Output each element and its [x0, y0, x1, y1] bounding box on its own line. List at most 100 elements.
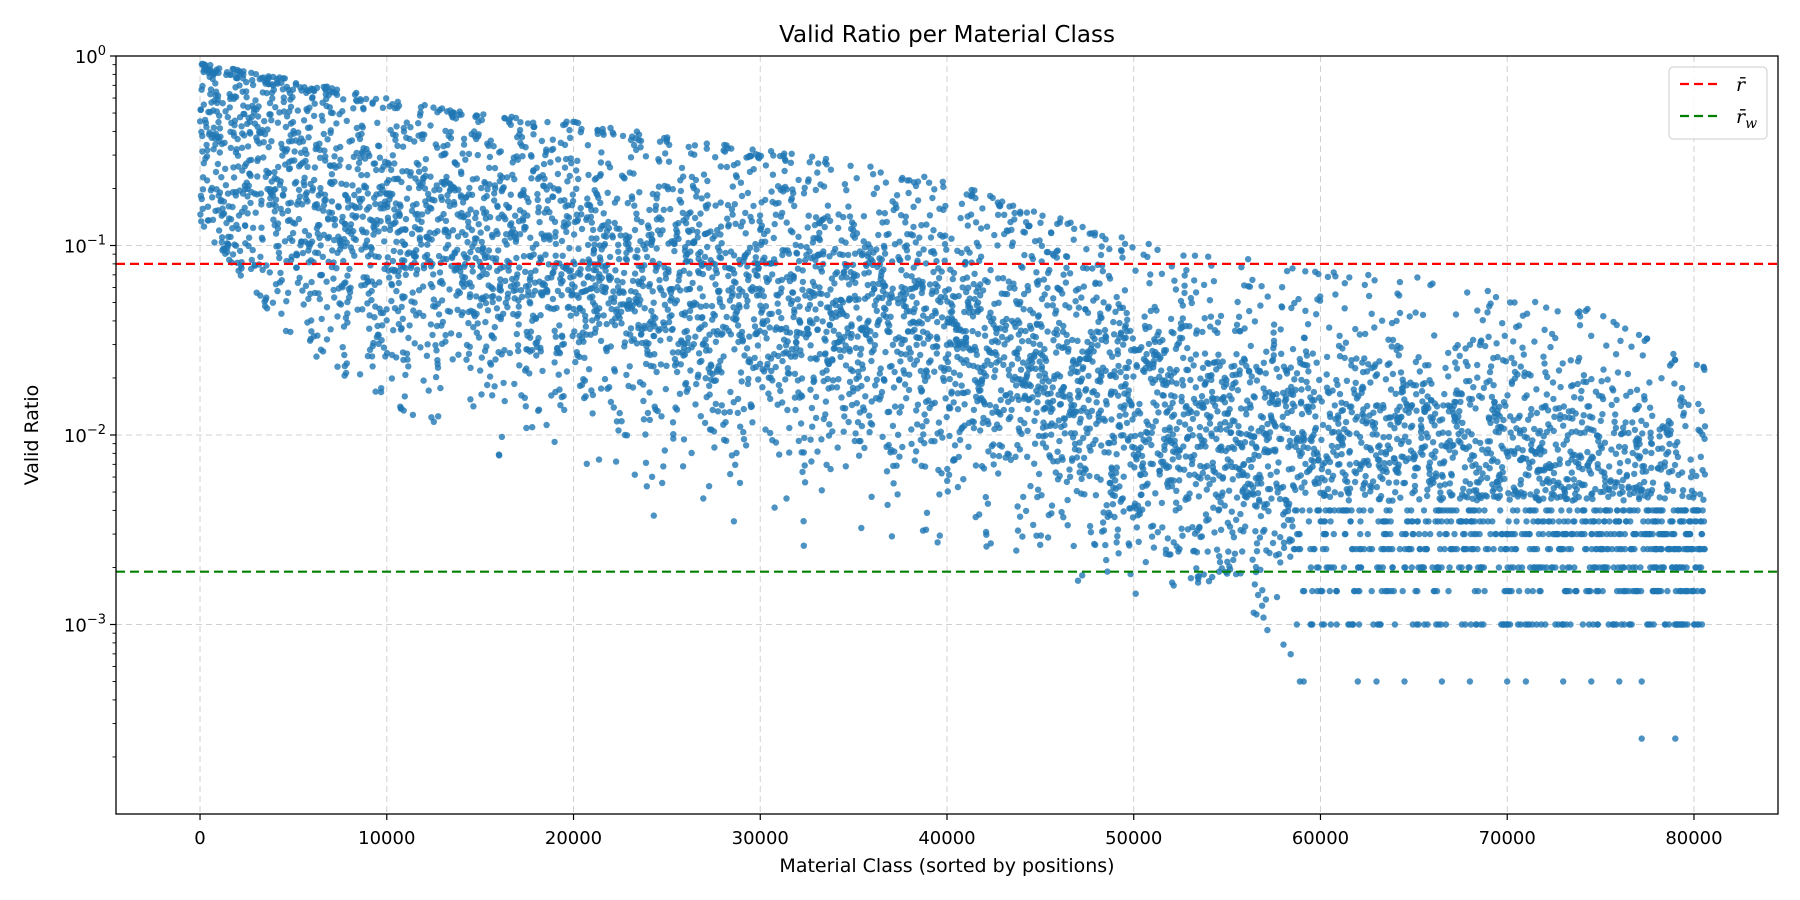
scatter-point	[455, 186, 462, 193]
scatter-point	[888, 533, 896, 540]
scatter-point	[196, 118, 204, 125]
scatter-point	[1102, 236, 1109, 243]
scatter-point	[467, 206, 474, 213]
scatter-point	[306, 104, 313, 111]
scatter-point	[244, 193, 251, 200]
scatter-point	[483, 270, 490, 278]
scatter-point	[907, 355, 914, 363]
scatter-point	[688, 449, 695, 457]
scatter-point	[770, 234, 777, 242]
scatter-point	[516, 126, 524, 134]
scatter-point	[1033, 269, 1040, 276]
scatter-point	[784, 365, 791, 372]
scatter-point	[1003, 290, 1011, 298]
scatter-point	[259, 236, 266, 243]
scatter-point	[783, 219, 790, 226]
scatter-point	[717, 231, 724, 238]
scatter-point	[388, 166, 395, 174]
scatter-point	[936, 532, 943, 539]
scatter-point	[248, 256, 255, 264]
scatter-point	[449, 227, 457, 234]
scatter-point	[762, 162, 770, 169]
scatter-point	[405, 363, 412, 370]
scatter-point	[629, 384, 637, 391]
scatter-point	[977, 427, 984, 434]
scatter-point	[517, 287, 525, 294]
scatter-point	[918, 320, 926, 327]
scatter-point	[1081, 491, 1088, 498]
scatter-point	[1150, 357, 1157, 365]
scatter-point	[319, 117, 326, 124]
scatter-point	[263, 89, 270, 97]
scatter-point	[301, 182, 308, 189]
scatter-point	[523, 424, 530, 432]
scatter-point	[1098, 243, 1105, 250]
scatter-point	[414, 266, 421, 273]
scatter-point	[226, 104, 233, 111]
scatter-point	[497, 281, 504, 288]
scatter-point	[660, 206, 667, 213]
scatter-point	[653, 245, 660, 252]
scatter-point	[1203, 398, 1210, 405]
scatter-point	[465, 150, 473, 158]
scatter-point	[664, 306, 671, 313]
scatter-point	[442, 331, 449, 339]
scatter-point	[530, 251, 537, 258]
scatter-point	[383, 317, 390, 324]
scatter-point	[386, 226, 394, 234]
scatter-point	[1086, 522, 1094, 530]
scatter-point	[1221, 502, 1228, 509]
scatter-point	[278, 277, 285, 284]
scatter-point	[442, 217, 450, 225]
scatter-point	[401, 293, 408, 300]
scatter-point	[843, 274, 850, 281]
scatter-point	[490, 143, 497, 150]
scatter-point	[1085, 372, 1092, 380]
scatter-point	[875, 231, 882, 239]
scatter-point	[473, 329, 480, 336]
scatter-point	[1264, 626, 1271, 634]
scatter-point	[439, 318, 447, 326]
scatter-point	[353, 124, 361, 132]
scatter-point	[1129, 244, 1136, 251]
scatter-point	[303, 150, 310, 157]
scatter-point	[552, 228, 559, 236]
scatter-point	[918, 387, 926, 394]
scatter-point	[1253, 377, 1261, 384]
scatter-point	[816, 236, 824, 244]
scatter-point	[566, 126, 573, 134]
scatter-point	[612, 267, 619, 274]
scatter-point	[1088, 341, 1095, 348]
scatter-point	[1053, 331, 1061, 338]
scatter-point	[795, 176, 802, 184]
scatter-point	[806, 159, 813, 166]
scatter-point	[198, 218, 205, 225]
scatter-point	[218, 234, 226, 241]
scatter-point	[972, 462, 980, 469]
scatter-point	[1104, 568, 1111, 575]
scatter-point	[287, 328, 294, 336]
scatter-point	[1247, 404, 1254, 411]
scatter-point	[1205, 516, 1212, 523]
scatter-point	[958, 382, 965, 389]
scatter-point	[704, 243, 711, 251]
scatter-point	[597, 171, 604, 178]
scatter-point	[1019, 533, 1026, 540]
scatter-point	[544, 197, 552, 204]
scatter-point	[1101, 417, 1109, 424]
scatter-point	[640, 397, 647, 405]
scatter-point	[889, 422, 897, 430]
scatter-point	[524, 212, 531, 219]
scatter-point	[1273, 365, 1280, 373]
scatter-point	[462, 260, 469, 268]
scatter-point	[216, 149, 223, 156]
scatter-point	[1109, 501, 1117, 508]
scatter-point	[528, 346, 536, 354]
scatter-point	[873, 376, 880, 383]
scatter-point	[954, 406, 962, 413]
scatter-point	[402, 271, 409, 278]
scatter-point	[426, 229, 433, 236]
scatter-point	[1217, 312, 1225, 320]
scatter-point	[925, 179, 933, 186]
scatter-point	[905, 386, 913, 394]
